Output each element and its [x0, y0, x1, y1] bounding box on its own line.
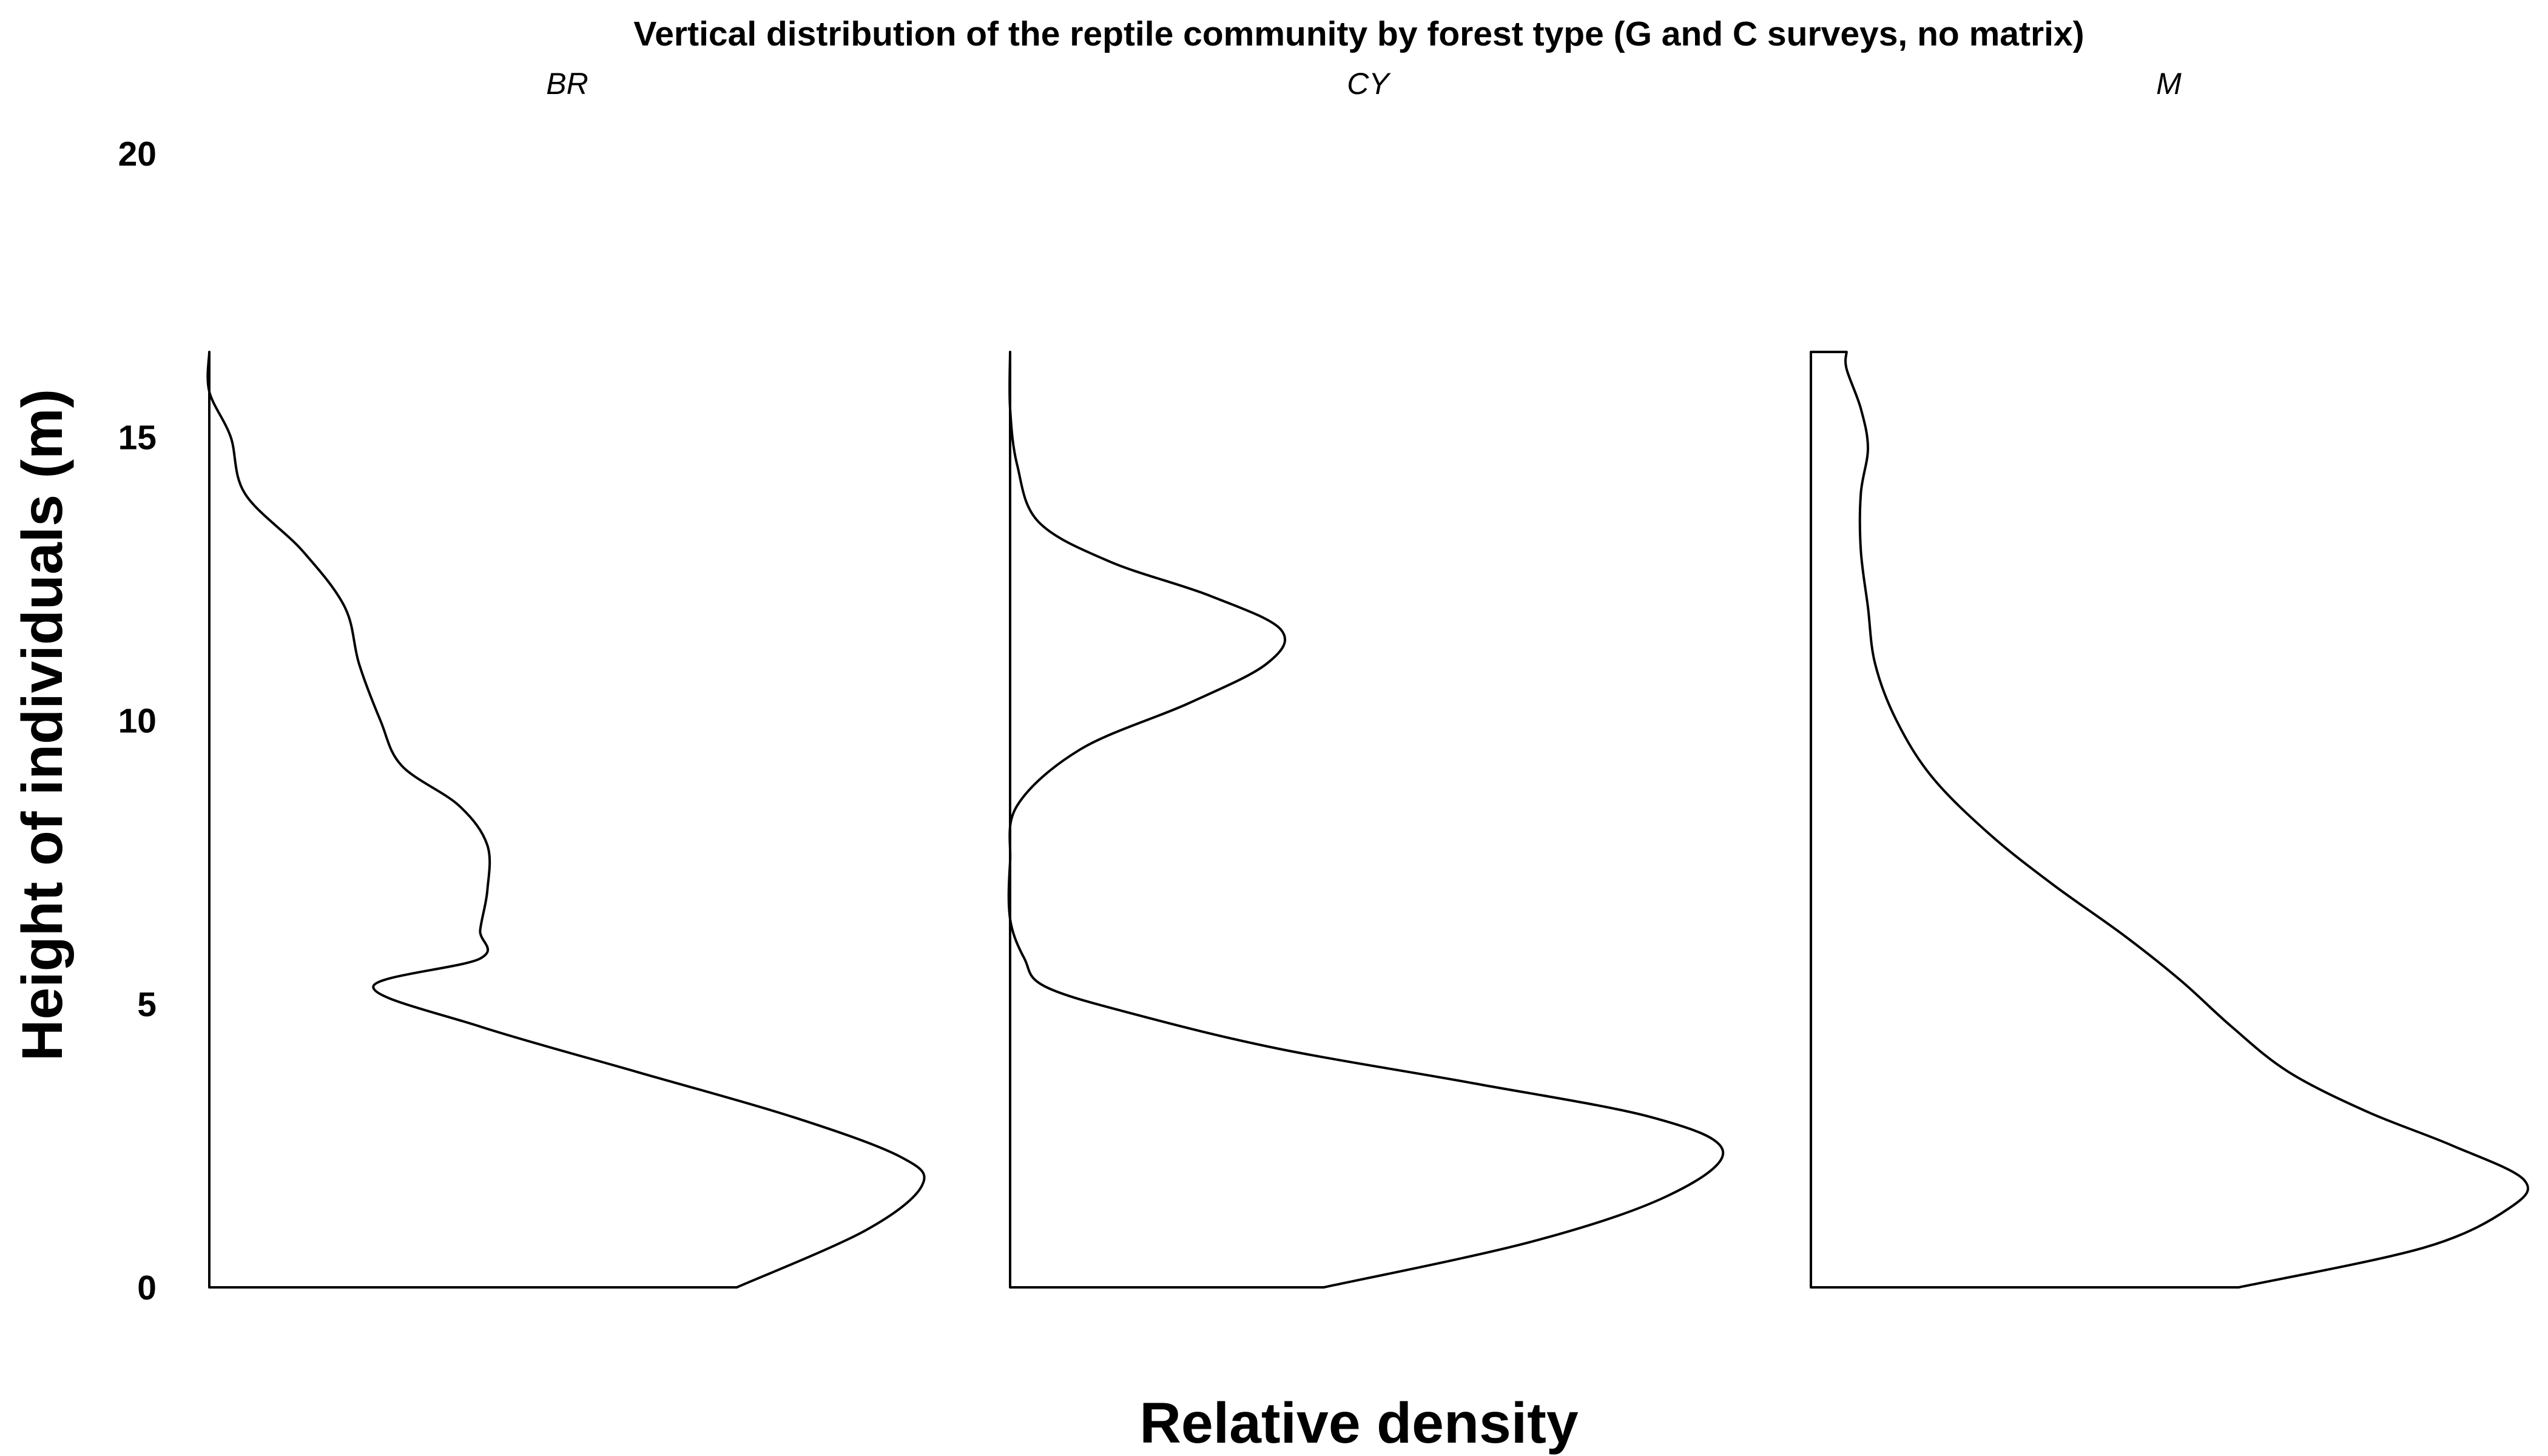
y-tick-label: 5: [137, 985, 157, 1024]
y-tick-label: 20: [118, 135, 157, 174]
facet-panel-cy: CY: [1007, 67, 1725, 1289]
y-tick-label: 15: [118, 418, 157, 457]
facet-label: CY: [1347, 67, 1391, 101]
y-tick-label: 0: [137, 1269, 157, 1307]
facet-panel-m: M: [1810, 67, 2529, 1289]
density-curve: [1810, 351, 2529, 1289]
facet-label: BR: [546, 67, 588, 101]
facet-label: M: [2156, 67, 2182, 101]
facet-panels: BR CY M: [206, 67, 2529, 1289]
y-axis-ticks: 0 5 10 15 20: [118, 135, 157, 1307]
x-axis-title: Relative density: [1139, 1391, 1579, 1455]
density-curve: [1007, 351, 1725, 1289]
y-tick-label: 10: [118, 702, 157, 741]
chart-title: Vertical distribution of the reptile com…: [633, 15, 2084, 53]
density-curve: [206, 351, 926, 1289]
facet-panel-br: BR: [206, 67, 926, 1289]
y-axis-title: Height of individuals (m): [10, 389, 75, 1061]
